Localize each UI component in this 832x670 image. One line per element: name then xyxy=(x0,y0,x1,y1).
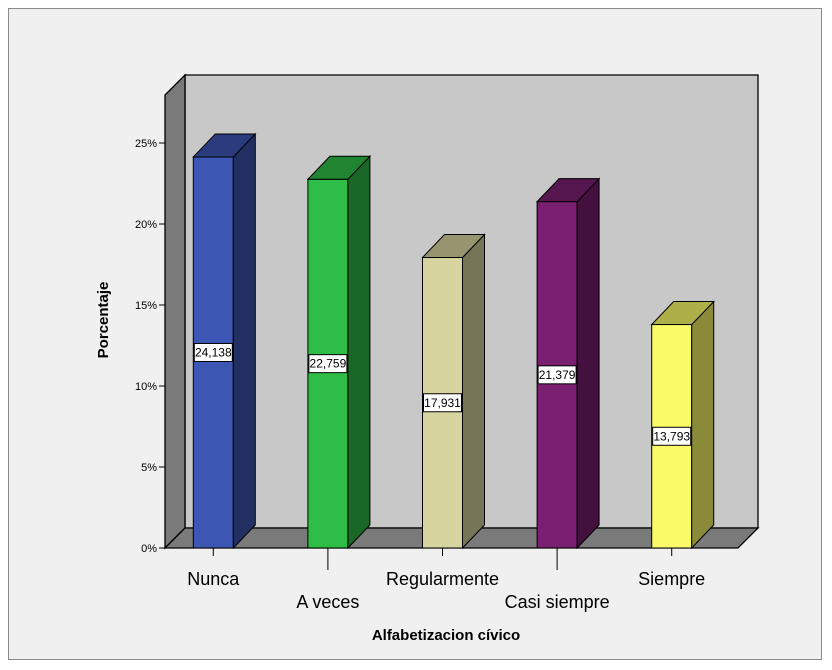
y-tick-label: 0% xyxy=(141,543,157,555)
bars: 24,138 22,759 17,931 21,379 13,793 xyxy=(192,132,715,550)
y-tick-label: 25% xyxy=(135,138,157,150)
y-axis: 0% 5% 10% 15% 20% 25% xyxy=(135,138,165,555)
y-axis-title: Porcentaje xyxy=(95,282,112,359)
data-label-box xyxy=(193,342,233,362)
bar-a-veces: 22,759 xyxy=(306,155,372,550)
bar-top xyxy=(192,133,257,158)
x-category-label: A veces xyxy=(296,592,359,612)
data-label-box xyxy=(537,365,577,385)
data-label: 17,931 xyxy=(424,396,461,410)
data-label-box xyxy=(423,393,462,413)
bar-side xyxy=(462,233,485,550)
bar-side xyxy=(232,132,256,550)
data-label-box xyxy=(652,426,692,446)
bar-side xyxy=(576,177,600,550)
y-tick-label: 5% xyxy=(141,462,157,474)
side-wall xyxy=(164,73,186,550)
bar-top xyxy=(306,155,372,180)
bar-top xyxy=(535,178,601,203)
x-category-label: Siempre xyxy=(638,569,705,589)
bar-top xyxy=(650,301,715,326)
bar-side xyxy=(691,300,715,550)
x-axis-title: Alfabetizacion cívico xyxy=(372,627,520,644)
bar-side xyxy=(347,155,371,550)
x-category-label: Casi siempre xyxy=(505,592,610,612)
bar-top xyxy=(421,234,486,259)
y-tick-label: 15% xyxy=(135,300,157,312)
y-tick-label: 10% xyxy=(135,381,157,393)
x-axis-categories: Nunca A veces Regularmente Casi siempre Siem… xyxy=(187,548,705,612)
bar-nunca: 24,138 xyxy=(192,132,257,550)
x-category-label: Regularmente xyxy=(386,569,499,589)
bar-regularmente: 17,931 xyxy=(421,233,486,550)
y-tick-label: 20% xyxy=(135,219,157,231)
data-label-box xyxy=(308,354,348,374)
bar-siempre: 13,793 xyxy=(650,300,715,550)
data-label: 13,793 xyxy=(653,429,690,443)
x-category-label: Nunca xyxy=(187,569,240,589)
bar-casi-siempre: 21,379 xyxy=(535,177,601,550)
data-label: 22,759 xyxy=(310,357,347,371)
data-label: 21,379 xyxy=(539,368,576,382)
data-label: 24,138 xyxy=(195,345,232,359)
